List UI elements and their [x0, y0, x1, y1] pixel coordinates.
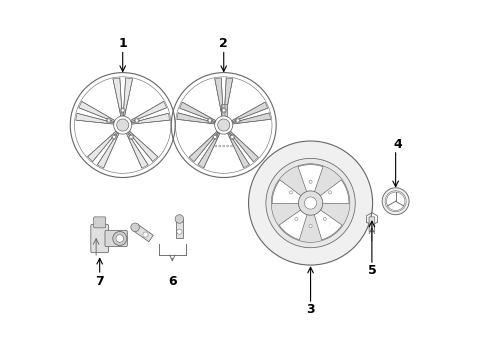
Circle shape — [130, 135, 133, 139]
Polygon shape — [175, 219, 183, 238]
FancyBboxPatch shape — [105, 230, 127, 247]
Circle shape — [215, 116, 233, 134]
Circle shape — [107, 119, 110, 122]
Polygon shape — [215, 78, 223, 116]
Polygon shape — [130, 102, 167, 122]
Circle shape — [114, 116, 132, 134]
Polygon shape — [113, 78, 122, 116]
Polygon shape — [232, 113, 270, 124]
Circle shape — [295, 217, 298, 221]
Circle shape — [113, 231, 127, 246]
Text: 6: 6 — [168, 275, 177, 288]
Circle shape — [131, 223, 139, 231]
Circle shape — [143, 232, 148, 237]
FancyBboxPatch shape — [91, 224, 109, 253]
Circle shape — [218, 119, 230, 131]
Circle shape — [231, 135, 234, 139]
Circle shape — [219, 145, 221, 147]
FancyBboxPatch shape — [94, 217, 106, 228]
Circle shape — [175, 215, 184, 223]
Circle shape — [309, 225, 312, 228]
Circle shape — [328, 191, 332, 194]
FancyBboxPatch shape — [220, 104, 227, 121]
Polygon shape — [128, 131, 158, 162]
Circle shape — [177, 229, 182, 234]
Circle shape — [304, 197, 317, 209]
Polygon shape — [126, 132, 148, 168]
Circle shape — [117, 119, 129, 131]
Circle shape — [208, 119, 212, 122]
Polygon shape — [229, 131, 258, 162]
Circle shape — [215, 145, 217, 147]
Text: 2: 2 — [220, 37, 228, 50]
Polygon shape — [133, 224, 153, 242]
Polygon shape — [198, 132, 220, 168]
Text: 4: 4 — [393, 138, 402, 151]
Polygon shape — [232, 102, 268, 122]
Circle shape — [385, 191, 406, 212]
Polygon shape — [131, 113, 170, 124]
Circle shape — [290, 191, 293, 194]
Circle shape — [298, 191, 323, 215]
Text: 3: 3 — [306, 303, 315, 316]
Polygon shape — [123, 78, 132, 116]
Circle shape — [309, 180, 312, 183]
Polygon shape — [88, 131, 117, 162]
Circle shape — [222, 109, 225, 112]
Polygon shape — [76, 113, 114, 124]
Circle shape — [121, 109, 124, 112]
Circle shape — [248, 141, 372, 265]
Polygon shape — [227, 132, 249, 168]
Polygon shape — [180, 102, 216, 122]
Circle shape — [214, 135, 217, 139]
Polygon shape — [79, 102, 115, 122]
Circle shape — [223, 145, 225, 147]
Circle shape — [323, 217, 326, 221]
Circle shape — [227, 145, 228, 147]
Polygon shape — [272, 180, 302, 204]
Circle shape — [116, 235, 123, 242]
Polygon shape — [189, 131, 218, 162]
Text: 7: 7 — [95, 275, 104, 288]
Polygon shape — [224, 78, 233, 116]
Circle shape — [236, 119, 240, 122]
Circle shape — [271, 164, 350, 242]
Circle shape — [135, 119, 138, 122]
Circle shape — [266, 158, 355, 248]
Circle shape — [112, 135, 116, 139]
Polygon shape — [319, 180, 349, 204]
Polygon shape — [314, 210, 342, 240]
FancyBboxPatch shape — [369, 217, 375, 232]
Circle shape — [231, 145, 232, 147]
Polygon shape — [279, 210, 307, 240]
Circle shape — [382, 188, 409, 215]
Polygon shape — [98, 132, 119, 168]
Polygon shape — [177, 113, 215, 124]
Text: 5: 5 — [368, 264, 376, 277]
Polygon shape — [298, 165, 323, 193]
Text: 1: 1 — [119, 37, 127, 50]
